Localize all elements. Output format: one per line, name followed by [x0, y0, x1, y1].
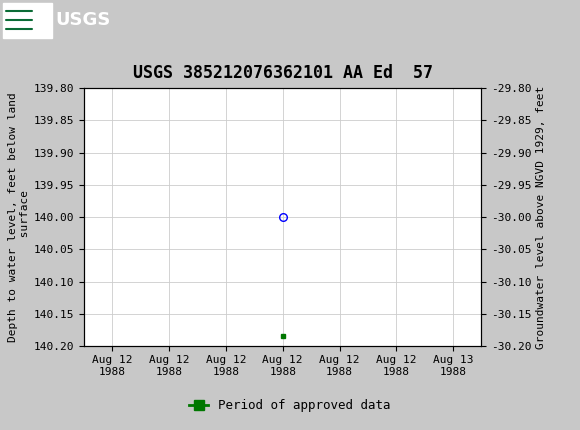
Bar	[3, 3, 52, 37]
Legend: Period of approved data: Period of approved data	[184, 394, 396, 417]
Text: USGS: USGS	[55, 12, 110, 29]
Y-axis label: Groundwater level above NGVD 1929, feet: Groundwater level above NGVD 1929, feet	[536, 86, 546, 349]
Y-axis label: Depth to water level, feet below land
 surface: Depth to water level, feet below land su…	[8, 92, 30, 342]
Title: USGS 385212076362101 AA Ed  57: USGS 385212076362101 AA Ed 57	[133, 64, 433, 83]
